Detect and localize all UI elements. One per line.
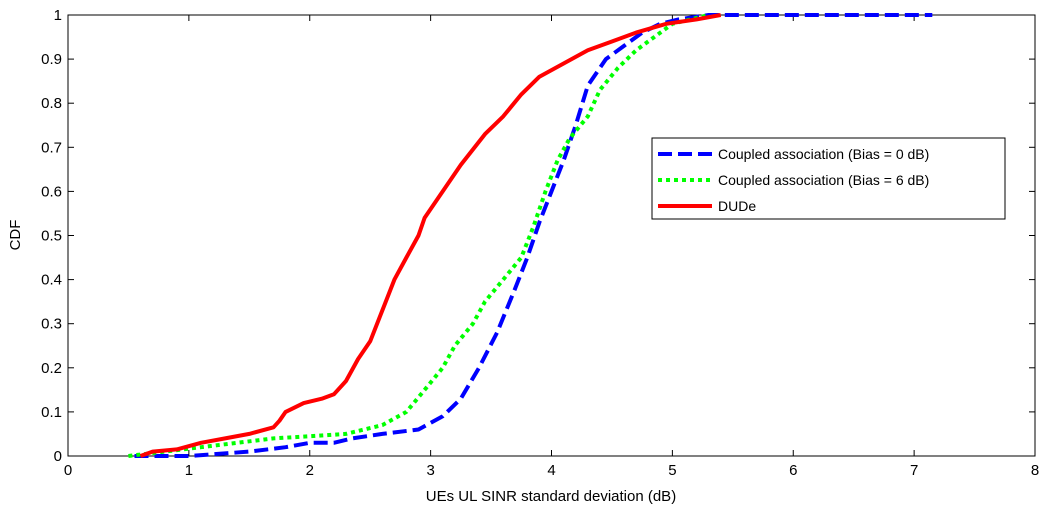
- legend-label-dude: DUDe: [718, 198, 756, 214]
- x-tick-label: 4: [547, 462, 555, 479]
- series-layer: [128, 13, 933, 458]
- axis-ticks: 0 1 2 3 4 5 6 7 8 0 0.1 0.2 0.3 0.4 0.5 0.6 0.7 0.8 0.9 1: [41, 7, 1039, 479]
- x-tick-label: 1: [185, 462, 193, 479]
- series-line-dude: [139, 13, 722, 458]
- y-tick-label: 0.2: [41, 360, 62, 377]
- x-tick-label: 0: [64, 462, 72, 479]
- x-tick-label: 7: [910, 462, 918, 479]
- x-tick-label: 8: [1031, 462, 1039, 479]
- plot-area: [67, 14, 1036, 457]
- x-tick-label: 6: [789, 462, 797, 479]
- y-tick-label: 0: [54, 448, 62, 465]
- y-tick-label: 0.9: [41, 51, 62, 68]
- y-tick-label: 0.1: [41, 404, 62, 421]
- series-line-coupled-6db: [128, 13, 710, 458]
- legend-label-coupled-0db: Coupled association (Bias = 0 dB): [718, 146, 929, 162]
- y-tick-label: 1: [54, 7, 62, 24]
- x-tick-label: 3: [426, 462, 434, 479]
- y-tick-label: 0.8: [41, 95, 62, 112]
- y-tick-label: 0.7: [41, 139, 62, 156]
- y-tick-label: 0.5: [41, 228, 62, 245]
- y-tick-label: 0.3: [41, 316, 62, 333]
- x-tick-label: 2: [306, 462, 314, 479]
- legend-label-coupled-6db: Coupled association (Bias = 6 dB): [718, 172, 929, 188]
- y-axis-label: CDF: [7, 220, 24, 251]
- y-tick-label: 0.6: [41, 183, 62, 200]
- x-tick-label: 5: [668, 462, 676, 479]
- x-axis-label: UEs UL SINR standard deviation (dB): [426, 488, 676, 505]
- y-tick-label: 0.4: [41, 272, 62, 289]
- legend: Coupled association (Bias = 0 dB) Couple…: [651, 137, 1006, 220]
